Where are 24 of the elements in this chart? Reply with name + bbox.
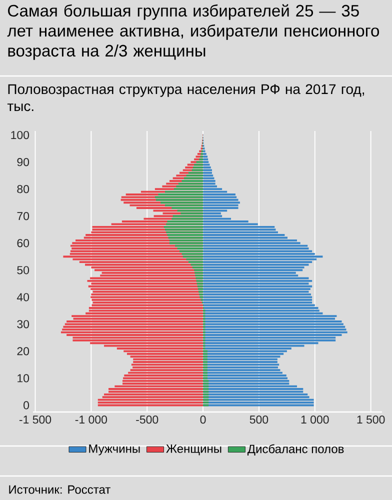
y-tick-label: 30 [17, 320, 30, 328]
y-tick-label: 60 [17, 239, 30, 248]
x-tick-label: -1 500 [19, 416, 52, 424]
text: Источник: Росстат [9, 485, 110, 494]
x-tick-label: 500 [250, 416, 268, 424]
legend-label: Мужчины [89, 444, 140, 456]
x-tick-label: -1 000 [75, 416, 108, 424]
y-tick-label: 50 [17, 266, 30, 274]
y-tick-label: 20 [17, 347, 30, 356]
y-tick-label: 80 [17, 185, 30, 194]
x-tick-label: 1 000 [301, 416, 329, 424]
legend-label: Дисбаланс полов [247, 444, 344, 456]
chart-subtitle: Половозрастная структура населения РФ на 2017 год, тыс. [7, 84, 364, 112]
y-tick-label: 90 [17, 158, 30, 166]
y-tick-label: 70 [17, 212, 30, 220]
x-tick-label: 1 500 [357, 416, 385, 424]
x-tick-label: -500 [136, 416, 158, 424]
y-tick-label: 40 [16, 293, 30, 302]
legend-label: Женщины [166, 444, 222, 456]
y-tick-label: 0 [24, 401, 30, 410]
chart-title: Самая большая группа избирателей 25 — 35 лет наименее активна, избиратели пенсионного возраста на 2/3 женщины [7, 4, 379, 60]
x-tick-label: 0 [200, 416, 206, 424]
y-tick-label: 100 [11, 130, 30, 140]
y-tick-label: 10 [18, 374, 30, 382]
